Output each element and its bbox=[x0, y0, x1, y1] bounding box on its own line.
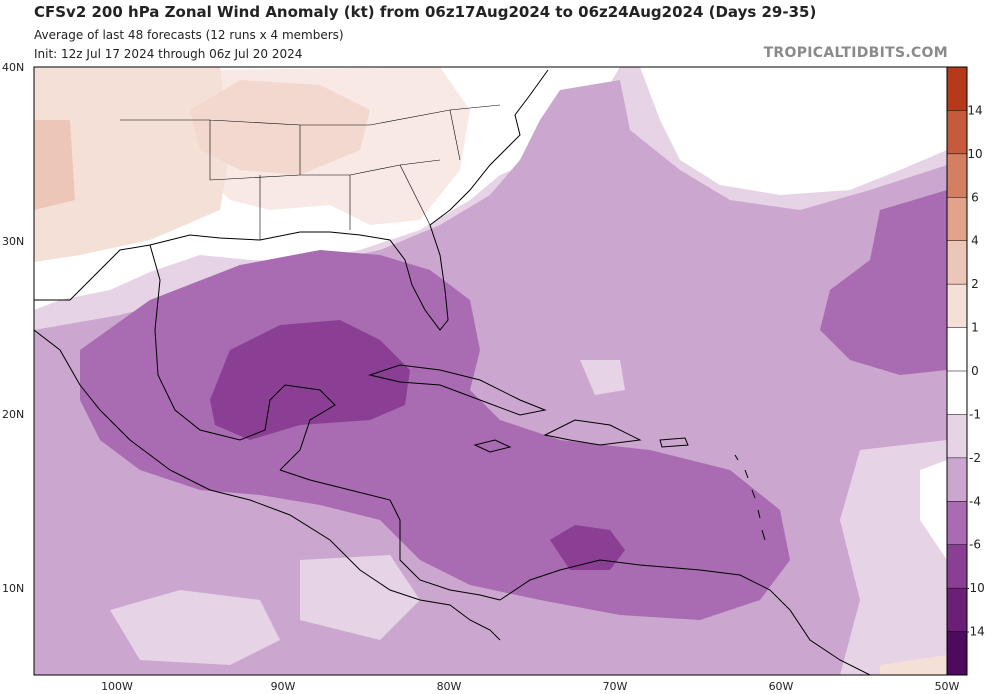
colorbar-label: 2 bbox=[971, 277, 979, 291]
colorbar-swatch bbox=[947, 110, 967, 155]
colorbar-swatch bbox=[947, 588, 967, 633]
colorbar-label: 0 bbox=[971, 364, 979, 378]
map-subtitle-init: Init: 12z Jul 17 2024 through 06z Jul 20… bbox=[34, 47, 303, 61]
lon-label-70w: 70W bbox=[603, 680, 628, 693]
colorbar-label: -4 bbox=[969, 494, 981, 508]
colorbar-label: -2 bbox=[969, 451, 981, 465]
colorbar-swatch bbox=[947, 544, 967, 589]
colorbar-label: -6 bbox=[969, 538, 981, 552]
lon-label-90w: 90W bbox=[271, 680, 296, 693]
coastlines bbox=[34, 69, 871, 675]
lat-label-10n: 10N bbox=[2, 582, 24, 595]
longitude-axis: 100W 90W 80W 70W 60W 50W bbox=[101, 680, 959, 693]
lon-label-50w: 50W bbox=[935, 680, 960, 693]
lon-label-100w: 100W bbox=[101, 680, 133, 693]
colorbar-swatch bbox=[947, 197, 967, 242]
brand-watermark: TROPICALTIDBITS.COM bbox=[763, 45, 948, 61]
anomaly-region-pos-se bbox=[880, 655, 947, 675]
anomaly-field bbox=[34, 67, 947, 675]
colorbar-swatch bbox=[947, 67, 967, 111]
colorbar-swatch bbox=[947, 284, 967, 329]
colorbar-swatch bbox=[947, 327, 967, 372]
colorbar-swatch bbox=[947, 371, 967, 415]
colorbar-label: 1 bbox=[971, 321, 979, 335]
colorbar-swatch bbox=[947, 153, 967, 198]
colorbar-swatch bbox=[947, 501, 967, 546]
colorbar-label: -14 bbox=[965, 625, 985, 639]
colorbar-swatch bbox=[947, 414, 967, 459]
anomaly-region-neg1-2-pacific bbox=[110, 590, 280, 665]
anomaly-region-neg1-2-pacific2 bbox=[300, 555, 420, 640]
colorbar-swatch bbox=[947, 240, 967, 285]
colorbar-swatch bbox=[947, 457, 967, 502]
colorbar-label: 4 bbox=[971, 234, 979, 248]
anomaly-region-pos1-2-se-us bbox=[170, 67, 470, 225]
anomaly-region-neg6-10-caribbean bbox=[550, 525, 625, 570]
state-borders bbox=[120, 104, 501, 240]
anomaly-region-neg6-10-gulf bbox=[210, 320, 410, 440]
map-subtitle-average: Average of last 48 forecasts (12 runs x … bbox=[34, 28, 344, 42]
anomaly-region-neg1-2-atlantic-small bbox=[580, 360, 625, 395]
anomaly-region-neg4-6-atlantic bbox=[820, 190, 947, 375]
colorbar-label: -10 bbox=[965, 581, 985, 595]
anomaly-region-pos2-4-west bbox=[34, 120, 75, 210]
anomaly-region-zero-east bbox=[920, 460, 947, 560]
lat-label-30n: 30N bbox=[2, 235, 24, 248]
colorbar-swatch bbox=[947, 631, 967, 676]
lon-label-60w: 60W bbox=[769, 680, 794, 693]
colorbar-label: 14 bbox=[967, 103, 982, 117]
lon-label-80w: 80W bbox=[437, 680, 462, 693]
latitude-axis: 40N 30N 20N 10N bbox=[2, 61, 24, 595]
map-title: CFSv2 200 hPa Zonal Wind Anomaly (kt) fr… bbox=[34, 3, 817, 21]
lat-label-40n: 40N bbox=[2, 61, 24, 74]
anomaly-region-zero-ne bbox=[640, 67, 947, 195]
colorbar-label: 6 bbox=[971, 190, 979, 204]
colorbar-label: -1 bbox=[969, 407, 981, 421]
colorbar-label: 10 bbox=[967, 147, 982, 161]
lat-label-20n: 20N bbox=[2, 408, 24, 421]
